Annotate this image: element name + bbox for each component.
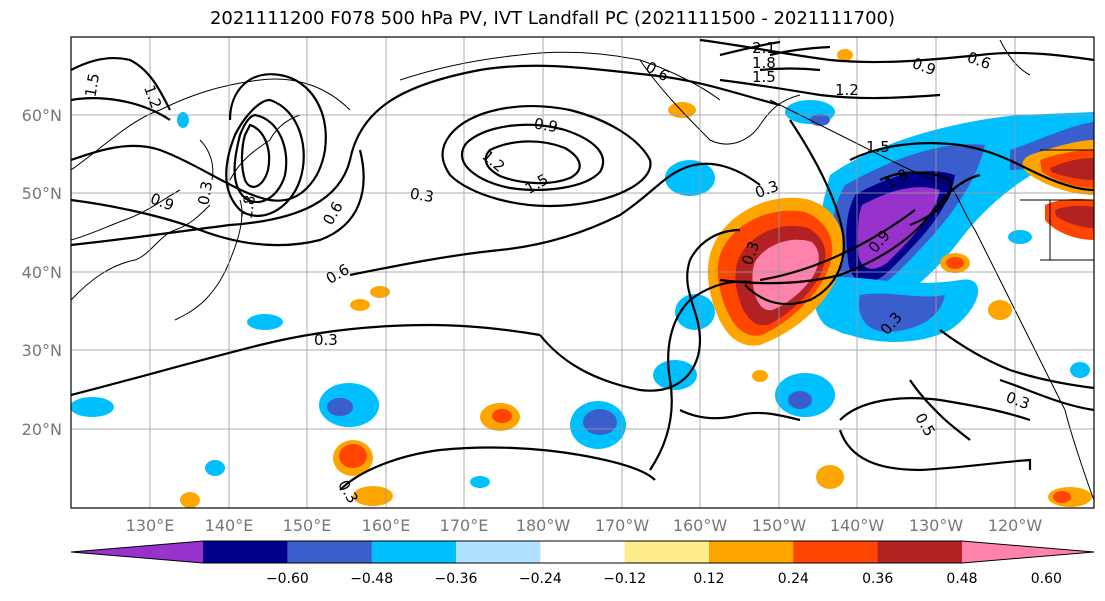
colorbar-extend-low <box>71 541 203 563</box>
lon-label: 130°E <box>126 516 175 535</box>
colorbar-tick-label: 0.48 <box>946 571 977 587</box>
colorbar-segment <box>624 541 710 563</box>
colorbar-extend-high <box>962 541 1094 563</box>
contour-label: 1.2 <box>835 81 859 99</box>
contour-label: 0.3 <box>314 331 338 349</box>
pv-contours <box>71 38 1094 491</box>
colorbar-tick-label: 0.12 <box>693 571 724 587</box>
colorbar-segment <box>793 541 879 563</box>
map-title: 2021111200 F078 500 hPa PV, IVT Landfall… <box>209 8 896 29</box>
lat-label: 20°N <box>22 420 62 439</box>
colorbar-segment <box>371 541 457 563</box>
colorbar-segment <box>456 541 541 563</box>
colorbar-tick-label: −0.36 <box>435 571 478 587</box>
contour-label: 1.5 <box>866 138 890 156</box>
lon-label: 130°W <box>909 516 964 535</box>
lon-label: 140°W <box>830 516 885 535</box>
contour-label: 1.5 <box>81 72 103 99</box>
scattered-anomaly-blobs <box>71 49 1092 508</box>
lon-label: 160°W <box>673 516 728 535</box>
lon-label: 120°W <box>988 516 1043 535</box>
contour-label: 1.8 <box>237 194 259 221</box>
contour-label: 1.8 <box>752 54 776 72</box>
lon-label: 150°W <box>752 516 807 535</box>
lat-label: 60°N <box>22 106 62 125</box>
lon-label: 140°E <box>205 516 254 535</box>
lon-label: 160°E <box>362 516 411 535</box>
lat-label: 30°N <box>22 341 62 360</box>
map-frame <box>70 36 1095 509</box>
colorbar-tick-label: −0.24 <box>519 571 562 587</box>
colorbar-tick-label: 0.36 <box>862 571 893 587</box>
latitude-labels: 60°N 50°N 40°N 30°N 20°N <box>22 106 62 439</box>
positive-anomaly-band <box>707 140 1094 346</box>
contour-label: 1.5 <box>752 68 776 86</box>
colorbar-segment <box>287 541 373 563</box>
colorbar-segment <box>877 541 963 563</box>
colorbar-segment <box>540 541 626 563</box>
contour-label: 2.1 <box>752 39 776 57</box>
contour-label: 0.9 <box>533 114 560 136</box>
lat-label: 50°N <box>22 184 62 203</box>
longitude-labels: 130°E 140°E 150°E 160°E 170°E 180°W 170°… <box>126 516 1043 535</box>
colorbar-tick-label: 0.60 <box>1031 571 1062 587</box>
colorbar-segment <box>709 541 794 563</box>
lat-label: 40°N <box>22 263 62 282</box>
lon-label: 170°W <box>595 516 650 535</box>
colorbar-tick-label: −0.12 <box>603 571 646 587</box>
colorbar-tick-label: 0.24 <box>778 571 809 587</box>
colorbar-tick-label: −0.60 <box>266 571 309 587</box>
lon-label: 170°E <box>440 516 489 535</box>
colorbar: −0.60 −0.48 −0.36 −0.24 −0.12 0.12 0.24 0.36 0.4… <box>70 540 1095 587</box>
contour-label: 0.3 <box>409 184 436 206</box>
colorbar-tick-label: −0.48 <box>350 571 393 587</box>
lon-label: 150°E <box>283 516 332 535</box>
lon-label: 180°W <box>516 516 571 535</box>
coastlines <box>71 39 1094 501</box>
contour-label: 0.3 <box>194 180 216 207</box>
colorbar-outline <box>70 540 1095 564</box>
colorbar-segment <box>203 541 288 563</box>
